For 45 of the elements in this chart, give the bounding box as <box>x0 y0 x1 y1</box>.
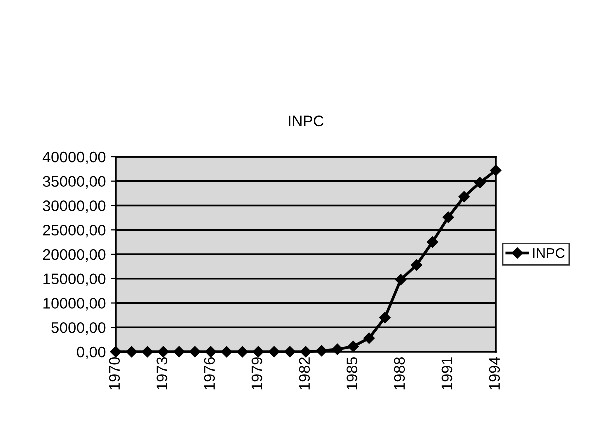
y-tick-label: 5000,00 <box>52 322 106 336</box>
x-tick-label: 1991 <box>442 358 453 390</box>
point <box>237 346 248 358</box>
chart-title: INPC <box>289 116 324 127</box>
point <box>316 345 328 357</box>
point <box>158 346 170 358</box>
point <box>458 191 470 203</box>
point <box>252 346 264 358</box>
point <box>490 165 502 176</box>
point <box>110 346 122 358</box>
y-tick-label: 10000,00 <box>44 298 106 311</box>
point <box>332 344 344 356</box>
y-tick-label: 35000,00 <box>43 176 106 189</box>
y-tick-label: 0,00 <box>77 346 106 360</box>
point <box>142 346 154 358</box>
point <box>205 346 217 358</box>
y-tick-label: 40000,00 <box>42 152 106 164</box>
point <box>300 346 312 358</box>
point <box>380 312 391 324</box>
x-tick-label: 1976 <box>204 358 216 390</box>
point <box>427 236 438 248</box>
point <box>442 212 454 224</box>
point <box>474 177 486 188</box>
point <box>395 274 407 286</box>
point <box>126 346 138 358</box>
x-tick-label: 1973 <box>156 358 168 390</box>
point <box>411 260 422 271</box>
legend-label: INPC <box>533 248 565 258</box>
y-tick-label: 15000,00 <box>44 274 106 286</box>
x-tick-label: 1994 <box>489 357 500 390</box>
x-tick-label: 1979 <box>252 358 263 390</box>
x-tick-label: 1970 <box>109 357 120 390</box>
point <box>364 332 375 344</box>
x-tick-label: 1988 <box>394 358 406 390</box>
x-tick-label: 1982 <box>299 358 310 390</box>
y-tick-label: 25000,00 <box>43 224 106 238</box>
point <box>348 341 360 352</box>
point <box>174 346 185 358</box>
point <box>190 346 201 358</box>
point <box>268 346 280 358</box>
x-tick-label: 1985 <box>346 358 358 390</box>
y-tick-label: 30000,00 <box>43 200 106 214</box>
y-tick-label: 20000,00 <box>43 249 106 262</box>
point <box>221 346 232 358</box>
point <box>284 346 296 358</box>
